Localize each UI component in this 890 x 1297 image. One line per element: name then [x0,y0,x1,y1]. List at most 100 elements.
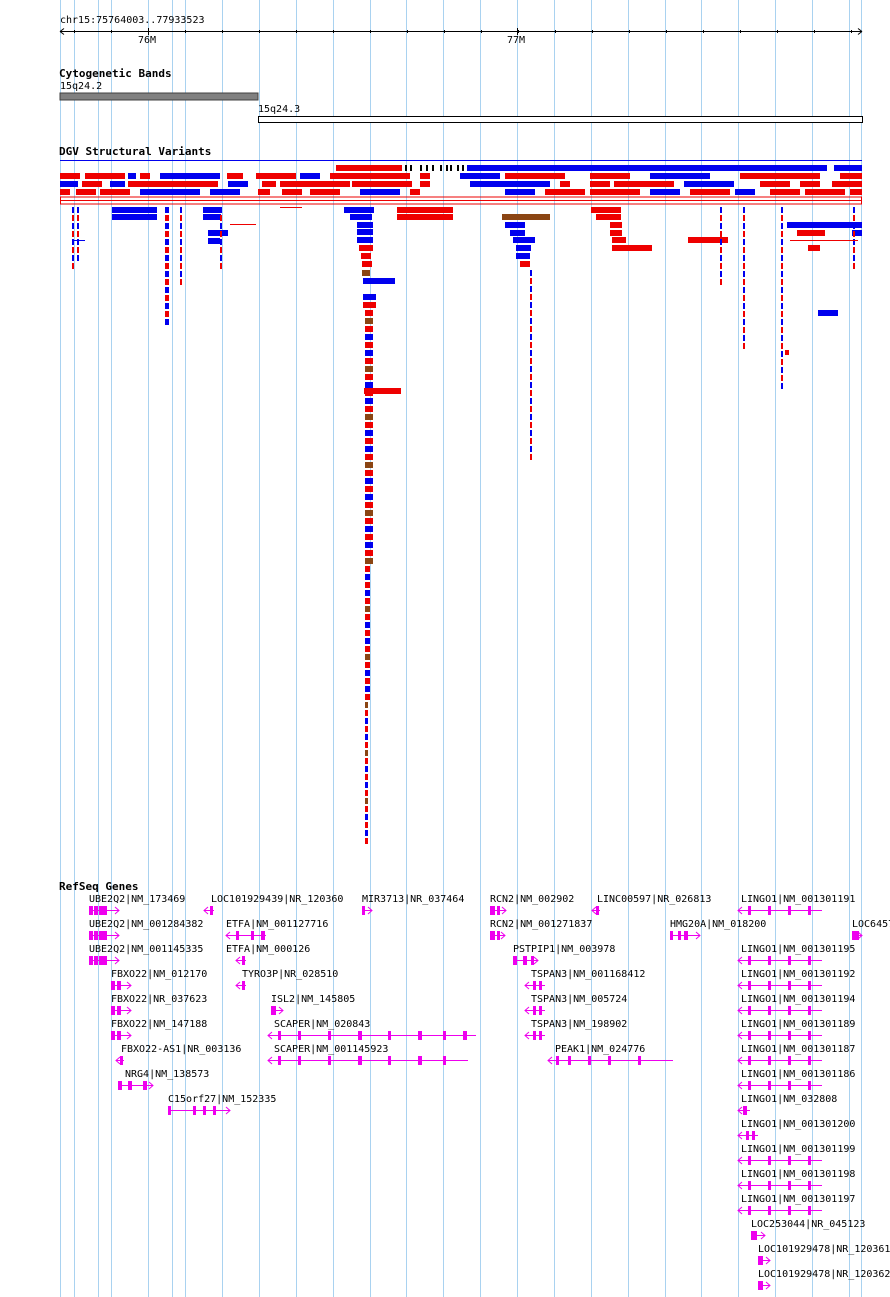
gene-label[interactable]: LINGO1|NM_001301192 [741,969,856,980]
gene-label[interactable]: LINGO1|NM_001301187 [741,1044,856,1055]
dgv-variant [530,334,532,340]
gene-label[interactable]: TYRO3P|NR_028510 [242,969,339,980]
gene-exon [808,1156,811,1165]
gene-label[interactable]: LINC00597|NR_026813 [597,894,712,905]
dgv-variant [650,189,680,195]
gene-label[interactable]: TSPAN3|NM_198902 [531,1019,628,1030]
dgv-variant [505,189,535,195]
gene-label[interactable]: LOC101929478|NR_120361 [758,1244,890,1255]
dgv-variant [128,181,218,187]
gene-label[interactable]: PSTPIP1|NM_003978 [513,944,616,955]
gene-label[interactable]: LINGO1|NM_001301194 [741,994,856,1005]
gene-label[interactable]: RCN2|NM_002902 [490,894,575,905]
gene-exon [808,981,811,990]
dgv-variant [220,247,222,253]
dgv-variant [365,438,373,444]
gene-arrow [367,906,373,915]
gene-label[interactable]: LINGO1|NM_001301199 [741,1144,856,1155]
gene-label[interactable]: NRG4|NM_138573 [125,1069,210,1080]
gene-exon [638,1056,641,1065]
gene-label[interactable]: TSPAN3|NM_001168412 [531,969,646,980]
gene-arrow [765,1256,771,1265]
gene-label[interactable]: LOC101929478|NR_120362 [758,1269,890,1280]
gene-label[interactable]: UBE2Q2|NM_001145335 [89,944,204,955]
dgv-variant [165,319,167,325]
dgv-variant [720,263,722,269]
dgv-variant [834,165,862,171]
dgv-variant [77,215,79,221]
dgv-variant [410,189,420,195]
gene-label[interactable]: MIR3713|NR_037464 [362,894,465,905]
gene-exon [768,906,771,915]
gene-label[interactable]: FBXO22|NM_012170 [111,969,208,980]
gene-label[interactable]: ISL2|NM_145805 [271,994,356,1005]
gene-label[interactable]: LOC6457 [852,919,890,930]
gene-label[interactable]: UBE2Q2|NM_001284382 [89,919,204,930]
dgv-variant [180,239,182,245]
dgv-variant [590,189,640,195]
gene-label[interactable]: LINGO1|NM_032808 [741,1094,838,1105]
dgv-variant [513,237,535,243]
dgv-variant [800,181,820,187]
dgv-variant [781,223,783,229]
dgv-variant [282,189,302,195]
dgv-track-title: DGV Structural Variants [59,145,212,158]
gene-exon [748,1181,751,1190]
gene-label[interactable]: FBXO22-AS1|NR_003136 [121,1044,242,1055]
dgv-variant [743,319,745,325]
gene-label[interactable]: ETFA|NM_001127716 [226,919,329,930]
band-label-15q24-3: 15q24.3 [258,104,301,115]
gene-label[interactable]: LINGO1|NM_001301189 [741,1019,856,1030]
dgv-variant [365,734,368,740]
gene-label[interactable]: FBXO22|NR_037623 [111,994,208,1005]
dgv-variant [720,247,722,253]
gene-label[interactable]: SCAPER|NM_001145923 [274,1044,389,1055]
dgv-variant [530,342,532,348]
dgv-variant [530,454,532,460]
gene-arrow [760,1231,766,1240]
gene-label[interactable]: LINGO1|NM_001301191 [741,894,856,905]
gene-label[interactable]: LOC101929439|NR_120360 [211,894,344,905]
gene-label[interactable]: FBXO22|NM_147188 [111,1019,208,1030]
gene-exon [443,1031,446,1040]
gene-label[interactable]: LOC253044|NR_045123 [751,1219,866,1230]
gene-label[interactable]: TSPAN3|NM_005724 [531,994,628,1005]
gene-exon [523,956,527,965]
dgv-variant [743,295,745,301]
gene-exon [539,981,542,990]
gene-arrow [126,1031,132,1040]
dgv-variant [365,494,373,500]
dgv-variant [365,790,368,796]
gene-arrow [533,956,539,965]
dgv-variant [365,382,373,388]
dgv-variant [180,263,182,269]
gene-label[interactable]: HMG20A|NM_018200 [670,919,767,930]
dgv-variant [760,181,790,187]
dgv-variant [165,247,167,253]
dgv-variant [781,359,783,365]
gene-label[interactable]: RCN2|NM_001271837 [490,919,593,930]
dgv-variant [420,173,430,179]
gene-exon [758,1256,763,1265]
gene-label[interactable]: SCAPER|NM_020843 [274,1019,371,1030]
gene-label[interactable]: LINGO1|NM_001301195 [741,944,856,955]
gene-exon [94,931,98,940]
dgv-variant [167,255,169,261]
dgv-variant [336,165,402,171]
gene-exon [788,956,791,965]
cytoband-15q24-2 [59,92,259,101]
gene-label[interactable]: LINGO1|NM_001301186 [741,1069,856,1080]
gene-label[interactable]: ETFA|NM_000126 [226,944,311,955]
gene-exon [768,1181,771,1190]
gene-label[interactable]: LINGO1|NM_001301197 [741,1194,856,1205]
gene-label[interactable]: UBE2Q2|NM_173469 [89,894,186,905]
gene-exon [748,1006,751,1015]
gene-label[interactable]: LINGO1|NM_001301198 [741,1169,856,1180]
dgv-variant [82,181,102,187]
dgv-variant [781,231,783,237]
dgv-variant [364,388,401,394]
gene-label[interactable]: C15orf27|NM_152335 [168,1094,277,1105]
dgv-variant [720,207,722,213]
gene-label[interactable]: PEAK1|NM_024776 [555,1044,646,1055]
gene-label[interactable]: LINGO1|NM_001301200 [741,1119,856,1130]
